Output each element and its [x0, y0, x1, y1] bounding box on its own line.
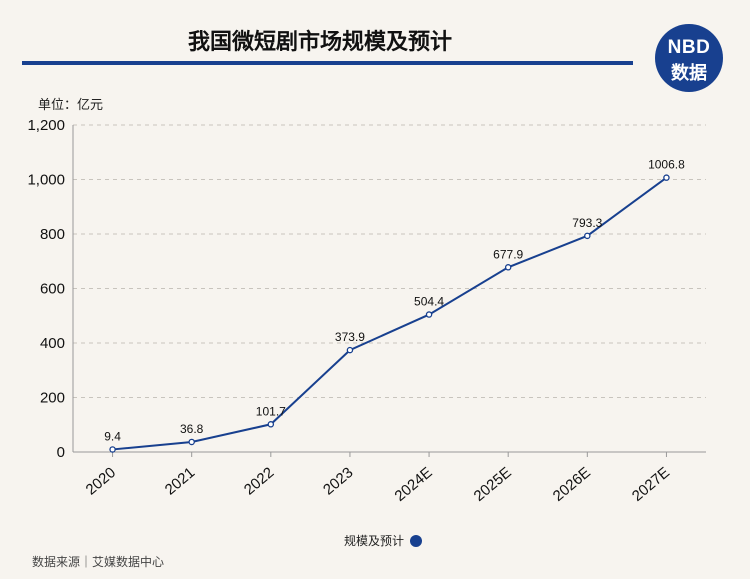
legend-marker [410, 534, 423, 547]
data-point [584, 232, 591, 240]
data-label: 677.9 [493, 247, 523, 261]
data-label: 504.4 [414, 295, 444, 309]
data-point [267, 421, 275, 428]
unit-label: 单位：亿元 [38, 98, 104, 113]
y-tick-label: 0 [57, 444, 65, 461]
nbd-logo: NBD 数据 [655, 24, 723, 92]
series-line [112, 176, 668, 451]
y-tick-label: 400 [40, 335, 65, 352]
x-tick-label: 2020 [83, 464, 119, 498]
data-label: 373.9 [335, 330, 365, 344]
chart-legend: 规模及预计 [344, 532, 423, 549]
y-tick-label: 800 [40, 226, 65, 243]
y-tick-label: 200 [40, 390, 65, 407]
y-tick-label: 1,200 [27, 117, 65, 134]
data-label: 9.4 [104, 429, 121, 443]
x-tick-label: 2024E [391, 464, 435, 505]
x-tick-label: 2025E [471, 464, 515, 505]
legend-label: 规模及预计 [344, 534, 405, 548]
x-tick-label: 2021 [162, 464, 198, 498]
data-point [663, 174, 670, 181]
data-point [346, 346, 354, 354]
x-tick-label: 2027E [629, 464, 673, 505]
logo-text-data: 数据 [671, 63, 707, 83]
x-tick-label: 2023 [320, 464, 356, 498]
data-point [425, 311, 433, 318]
source-note: 数据来源｜艾媒数据中心 [32, 555, 165, 569]
logo-text-nbd: NBD [667, 37, 711, 58]
x-tick-label: 2022 [241, 464, 277, 498]
chart-title: 我国微短剧市场规模及预计 [187, 30, 452, 55]
data-point [188, 438, 195, 446]
data-label: 36.8 [180, 422, 204, 436]
data-label: 101.7 [256, 404, 286, 418]
data-label: 1006.8 [648, 158, 685, 172]
x-tick-label: 2026E [550, 464, 594, 505]
y-tick-label: 600 [40, 281, 65, 298]
data-point [504, 264, 512, 271]
data-point [109, 446, 116, 453]
data-label: 793.3 [572, 216, 602, 230]
title-underline [22, 61, 633, 65]
y-tick-label: 1,000 [27, 172, 65, 189]
